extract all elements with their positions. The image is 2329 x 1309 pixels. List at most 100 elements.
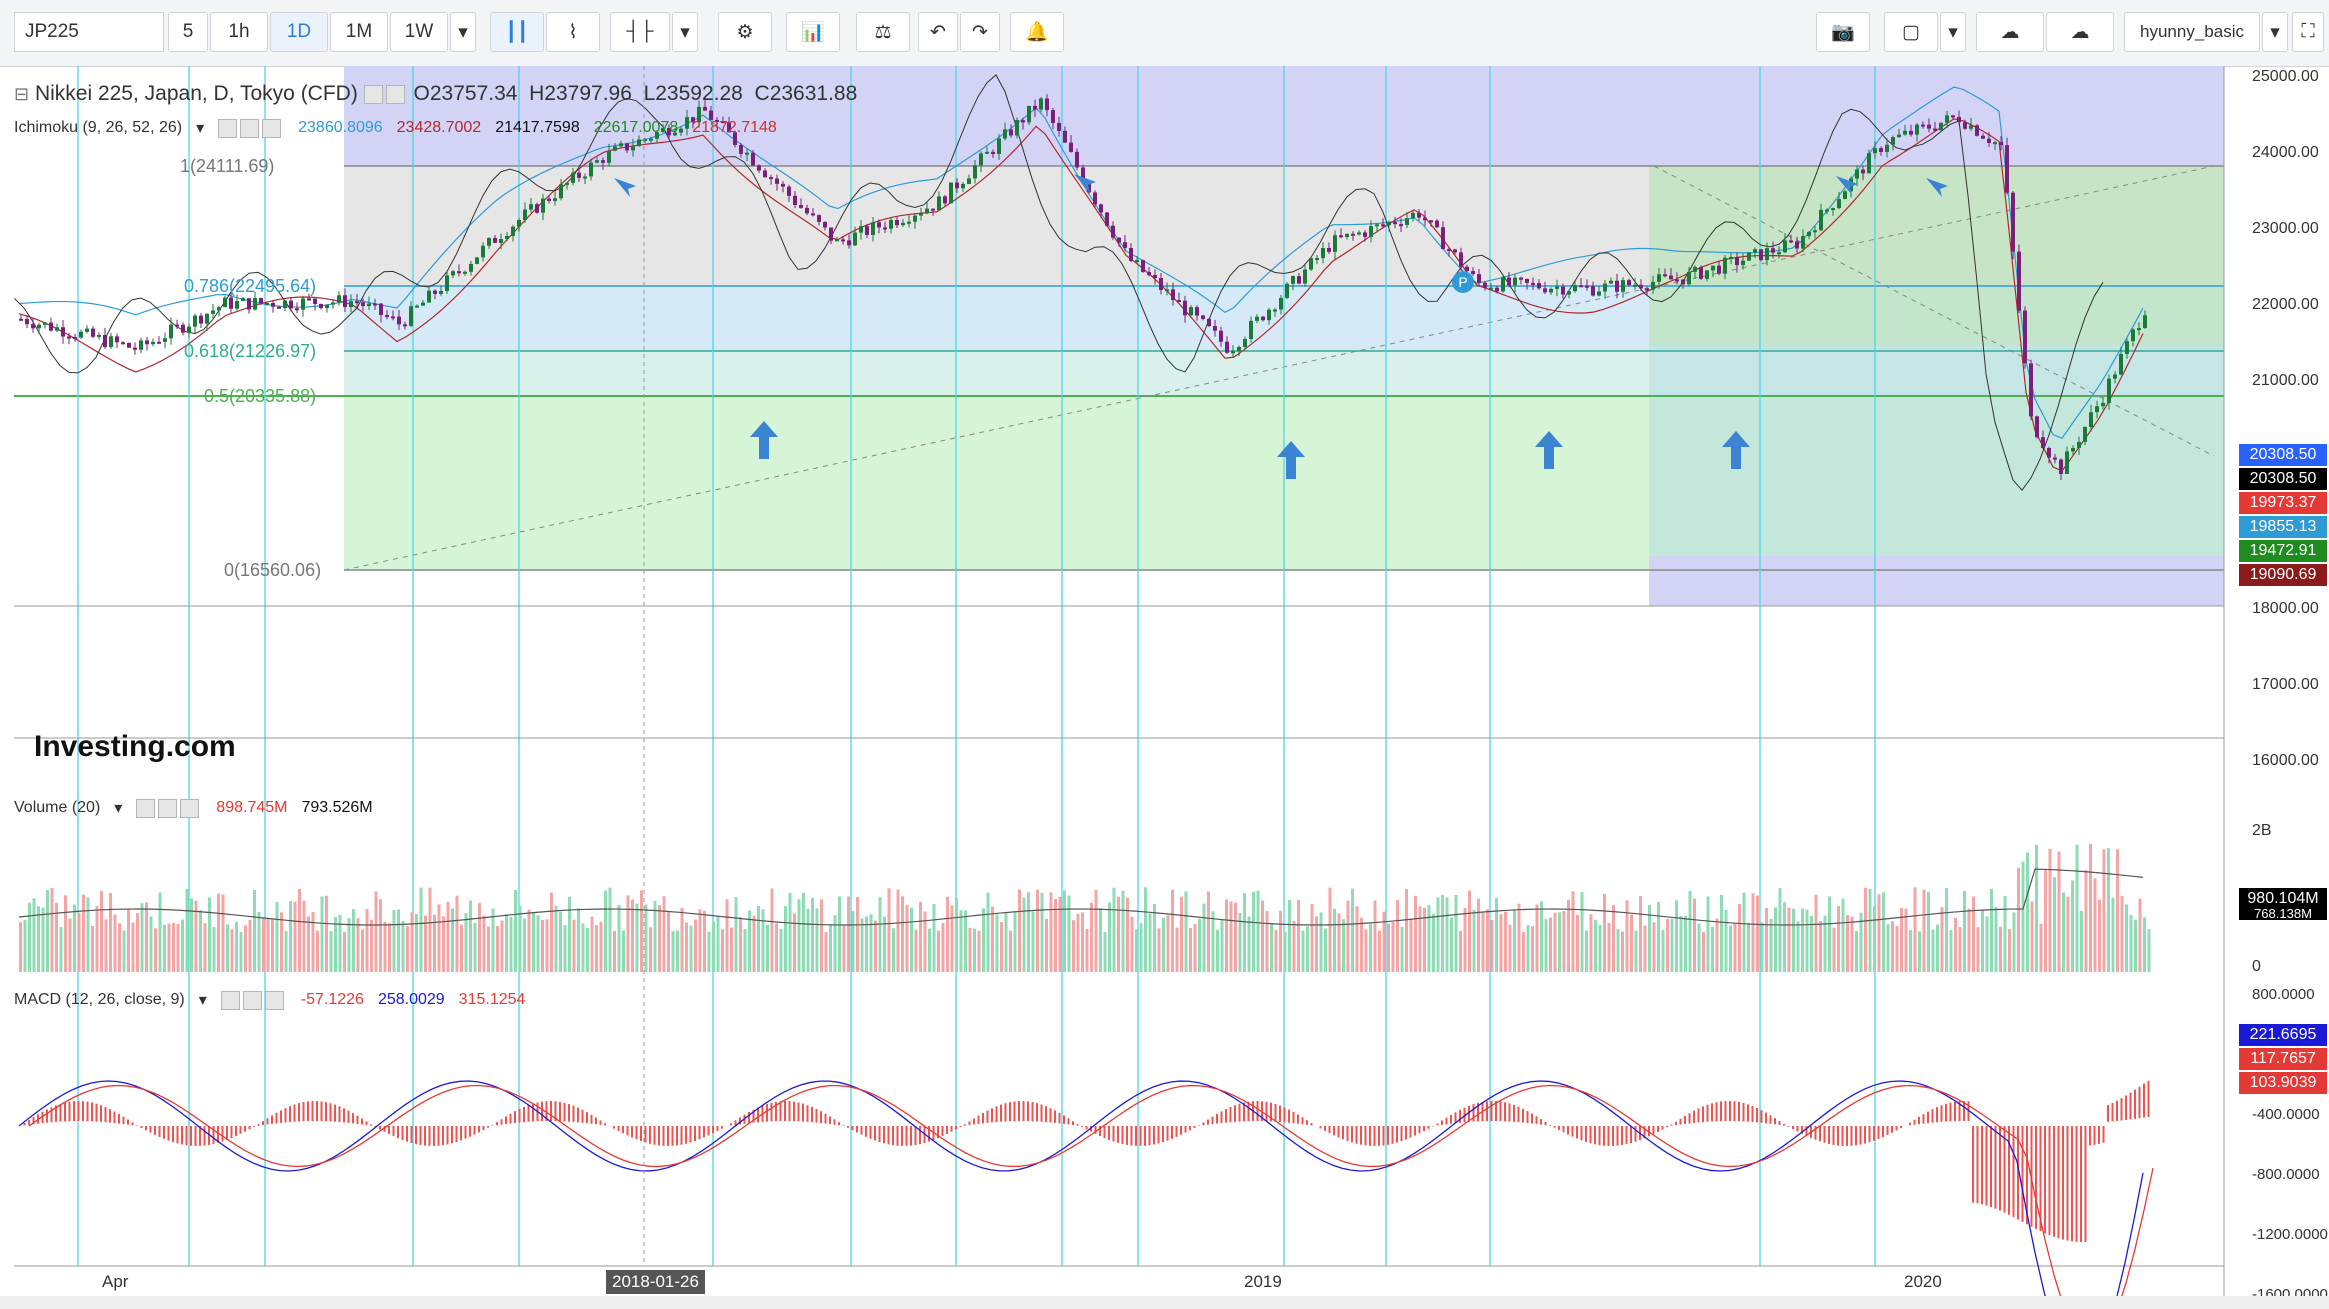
ichimoku-close-icon[interactable] (262, 118, 282, 138)
candle-body (841, 239, 845, 242)
p-marker[interactable]: P (1452, 271, 1474, 293)
macd-bar (271, 1115, 273, 1124)
ichimoku-dropdown-icon[interactable]: ▾ (196, 120, 205, 137)
fullscreen-icon[interactable]: ⛶ (2292, 12, 2324, 52)
volume-bar (59, 927, 63, 972)
macd-bar (446, 1126, 449, 1145)
candle-body (55, 327, 59, 331)
interval-1h[interactable]: 1h (210, 12, 268, 52)
volume-bar (1828, 896, 1831, 972)
candle-body (1009, 129, 1013, 136)
macd-bar (410, 1126, 413, 1143)
macd-bar (878, 1126, 881, 1143)
volume-bar (586, 927, 589, 972)
macd-bar (1765, 1112, 1767, 1124)
interval-1w[interactable]: 1W (390, 12, 448, 52)
volume-bar (514, 889, 517, 972)
macd-bar (595, 1117, 597, 1125)
volume-eye-icon[interactable] (136, 798, 156, 818)
macd-bar (1643, 1126, 1646, 1139)
cloud-save-icon[interactable]: ☁ (2046, 12, 2114, 52)
candle-body (1933, 128, 1937, 131)
macd-bar (1018, 1101, 1020, 1122)
user-menu[interactable]: hyunny_basic (2124, 12, 2260, 52)
candle-body (1639, 284, 1643, 289)
macd-bar (262, 1121, 264, 1126)
macd-close-icon[interactable] (264, 990, 284, 1010)
chart-canvas[interactable] (0, 66, 2329, 1309)
volume-label: Volume (20) (14, 799, 101, 816)
candle-body (349, 301, 353, 308)
volume-bar (1670, 918, 1674, 972)
volume-bar (1940, 907, 1944, 972)
macd-bar (1801, 1126, 1803, 1134)
volume-bar (1657, 901, 1660, 972)
candle-body (2071, 447, 2075, 452)
interval-1m[interactable]: 1M (330, 12, 388, 52)
volume-bar (176, 923, 180, 972)
macd-bar (77, 1101, 80, 1122)
ohlc-bars-icon[interactable]: ┤├ (610, 12, 670, 52)
line-chart-icon[interactable]: ⌇ (546, 12, 600, 52)
candles-icon[interactable]: ┃┃ (490, 12, 544, 52)
macd-bar (586, 1112, 588, 1124)
chart-area[interactable]: ⊟ Nikkei 225, Japan, D, Tokyo (CFD) O237… (0, 66, 2329, 1309)
macd-gear-icon[interactable] (242, 990, 262, 1010)
volume-dropdown-icon[interactable]: ▾ (114, 800, 123, 817)
candle-body (883, 227, 887, 230)
macd-bar (1729, 1101, 1731, 1122)
macd-bar (181, 1126, 183, 1145)
candle-body (1987, 138, 1991, 143)
legend-eye-icon[interactable] (385, 84, 405, 104)
gear-icon[interactable]: ⚙ (718, 12, 772, 52)
interval-1d[interactable]: 1D (270, 12, 328, 52)
candle-body (1543, 288, 1547, 293)
camera-icon[interactable]: 📷 (1816, 12, 1870, 52)
undo-icon[interactable]: ↶ (918, 12, 958, 52)
user-dropdown-icon[interactable]: ▾ (2262, 12, 2288, 52)
macd-dropdown-icon[interactable]: ▾ (198, 992, 207, 1009)
volume-bar (1639, 896, 1642, 972)
volume-bar (464, 913, 468, 972)
macd-bar (860, 1126, 863, 1135)
volume-bar (1004, 912, 1008, 972)
volume-gear-icon[interactable] (158, 798, 178, 818)
candle-body (271, 302, 275, 307)
macd-bar (482, 1126, 485, 1131)
legend-settings-icon[interactable] (363, 84, 383, 104)
volume-bar (1360, 917, 1363, 972)
volume-bar (1900, 908, 1903, 972)
indicators-icon[interactable]: 📊 (786, 12, 840, 52)
alert-icon[interactable]: 🔔 (1010, 12, 1064, 52)
candle-body (1531, 282, 1535, 285)
volume-bar (1868, 888, 1872, 972)
ichimoku-gear-icon[interactable] (240, 118, 260, 138)
candle-body (751, 152, 755, 166)
layout-icon[interactable]: ▢ (1884, 12, 1938, 52)
macd-bar (1819, 1126, 1821, 1142)
volume-bar (1117, 896, 1120, 972)
macd-bar (1445, 1117, 1448, 1125)
macd-bar (1058, 1112, 1061, 1124)
volume-close-icon[interactable] (180, 798, 200, 818)
compare-scale-icon[interactable]: ⚖ (856, 12, 910, 52)
candle-body (985, 151, 989, 154)
volume-bar (1558, 912, 1561, 972)
symbol-field[interactable]: JP225 (14, 12, 164, 52)
volume-bar (370, 919, 373, 972)
macd-eye-icon[interactable] (220, 990, 240, 1010)
redo-icon[interactable]: ↷ (960, 12, 1000, 52)
chart-type-dropdown-icon[interactable]: ▾ (672, 12, 698, 52)
layout-dropdown-icon[interactable]: ▾ (1940, 12, 1966, 52)
macd-bar (1837, 1126, 1839, 1146)
ichimoku-eye-icon[interactable] (218, 118, 238, 138)
candle-body (1075, 151, 1079, 168)
volume-bar (2026, 852, 2029, 972)
candle-body (1105, 212, 1109, 226)
candle-body (1507, 277, 1511, 286)
volume-bar (1054, 899, 1057, 972)
interval-5[interactable]: 5 (168, 12, 208, 52)
candle-body (1231, 351, 1235, 354)
cloud-load-icon[interactable]: ☁ (1976, 12, 2044, 52)
interval-dropdown-icon[interactable]: ▾ (450, 12, 476, 52)
